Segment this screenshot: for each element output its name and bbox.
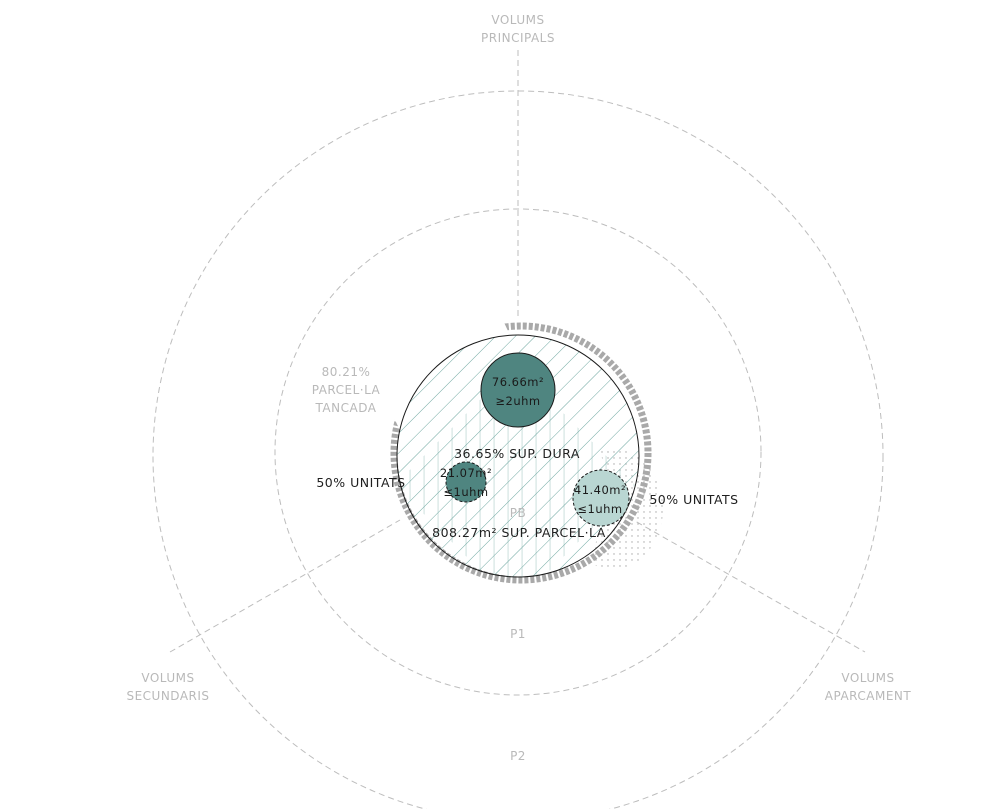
units-right-label: 50% UNITATS — [649, 492, 738, 507]
ring-p1-label: P1 — [510, 627, 526, 641]
ring-p1 — [274, 208, 762, 696]
axis-secundaris-label-2: SECUNDARIS — [126, 689, 209, 703]
units-left-label: 50% UNITATS — [316, 475, 405, 490]
plot-area-label: 808.27m² SUP. PARCEL·LA — [432, 525, 606, 540]
axis-secundaris-line — [169, 519, 401, 653]
axis-aparcament-label-1: VOLUMS — [841, 671, 894, 685]
secondary-bubble-area: 21.07m² — [440, 466, 492, 480]
enclosed-line1: PARCEL·LA — [312, 383, 381, 397]
main-bubble-units: ≥2uhm — [495, 394, 540, 408]
main-volume-bubble — [480, 352, 556, 428]
axis-aparcament-label-2: APARCAMENT — [825, 689, 912, 703]
parking-volume-bubble — [572, 469, 630, 527]
enclosure-wall — [390, 322, 652, 584]
secondary-volume-bubble — [445, 461, 487, 503]
ring-p0-label: PB — [510, 506, 526, 520]
axis-principals-label-2: PRINCIPALS — [481, 31, 555, 45]
ring-p2 — [152, 90, 884, 809]
enclosed-percent: 80.21% — [322, 365, 371, 379]
parking-bubble-units: ≤1uhm — [577, 502, 622, 516]
axis-aparcament-line — [627, 516, 866, 653]
axis-secundaris-label-1: VOLUMS — [141, 671, 194, 685]
main-bubble-area: 76.66m² — [492, 375, 544, 389]
enclosed-line2: TANCADA — [315, 401, 377, 415]
axis-principals-label-1: VOLUMS — [491, 13, 544, 27]
ring-p2-label: P2 — [510, 749, 526, 763]
hard-surface-label: 36.65% SUP. DURA — [454, 446, 580, 461]
parking-bubble-area: 41.40m² — [574, 483, 626, 497]
secondary-bubble-units: ≤1uhm — [443, 485, 488, 499]
hard-surface-crosshatch — [397, 364, 636, 577]
